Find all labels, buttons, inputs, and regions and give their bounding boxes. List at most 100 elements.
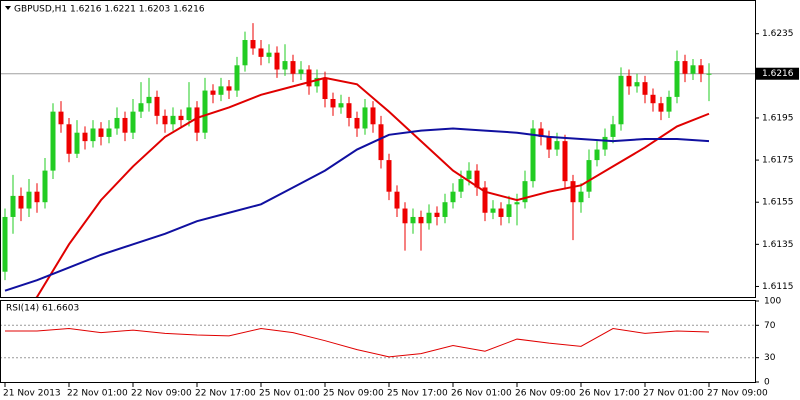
candle-body	[34, 191, 40, 203]
x-tick-label: 22 Nov 17:00	[195, 389, 256, 399]
candle-body	[610, 124, 616, 137]
x-tick-label: 26 Nov 17:00	[579, 389, 640, 399]
rsi-tick-label: 100	[764, 297, 781, 307]
candle-body	[538, 128, 544, 137]
candle-body	[634, 82, 640, 87]
y-tick-label: 1.6235	[762, 29, 794, 39]
x-tick-label: 27 Nov 01:00	[643, 389, 704, 399]
candle-body	[314, 77, 320, 87]
candle-body	[706, 73, 712, 75]
candle-body	[394, 191, 400, 209]
candle-body	[378, 124, 384, 161]
candle-body	[386, 160, 392, 192]
candle-body	[242, 40, 248, 66]
candle-body	[66, 124, 72, 154]
x-tick-label: 21 Nov 2013	[3, 389, 61, 399]
candle-body	[2, 216, 8, 272]
candle-body	[562, 141, 568, 182]
rsi-tick-label: 70	[764, 321, 776, 331]
candle-body	[402, 208, 408, 224]
candle-body	[258, 48, 264, 57]
x-tick-label: 25 Nov 17:00	[387, 389, 448, 399]
candle-body	[570, 181, 576, 203]
candle-body	[114, 117, 120, 129]
candle-body	[122, 117, 128, 133]
rsi-line	[5, 328, 710, 358]
candle-body	[658, 103, 664, 112]
candle-body	[434, 212, 440, 217]
rsi-tick-label: 30	[764, 353, 776, 363]
candle-body	[474, 170, 480, 188]
candle-body	[226, 86, 232, 91]
candle-body	[698, 65, 704, 74]
candle-body	[482, 187, 488, 213]
candle-body	[490, 208, 496, 213]
candle-body	[298, 69, 304, 74]
candle-body	[170, 115, 176, 125]
candle-body	[578, 191, 584, 203]
moving-average	[35, 76, 710, 297]
rsi-tick-label: 0	[764, 378, 770, 388]
candle-body	[666, 96, 672, 112]
x-tick-label: 26 Nov 09:00	[515, 389, 576, 399]
x-tick-label: 27 Nov 09:00	[707, 389, 768, 399]
y-tick-label: 1.6115	[762, 282, 794, 292]
candle-body	[642, 82, 648, 95]
candle-body	[650, 94, 656, 104]
price-plot	[1, 23, 755, 297]
candle-body	[466, 170, 472, 180]
candle-body	[618, 75, 624, 125]
y-tick-label: 1.6155	[762, 198, 794, 208]
candle-body	[498, 208, 504, 217]
candle-body	[218, 86, 224, 95]
candle-body	[178, 115, 184, 121]
candle-body	[106, 128, 112, 137]
axes: 1.62351.62151.61951.61751.61551.61351.61…	[3, 29, 799, 399]
candle-body	[690, 65, 696, 74]
candle-body	[330, 99, 336, 108]
candle-body	[146, 96, 152, 104]
candle-body	[626, 75, 632, 87]
candle-body	[442, 202, 448, 217]
candle-body	[26, 191, 32, 209]
x-tick-label: 22 Nov 01:00	[67, 389, 128, 399]
y-tick-label: 1.6175	[762, 156, 794, 166]
candle-body	[234, 65, 240, 91]
x-tick-label: 25 Nov 09:00	[323, 389, 384, 399]
candle-body	[282, 61, 288, 70]
candle-body	[194, 107, 200, 133]
candle-body	[354, 117, 360, 129]
symbol-icon	[5, 6, 11, 10]
candle-body	[210, 90, 216, 95]
candle-body	[202, 90, 208, 133]
candle-body	[594, 149, 600, 161]
candle-body	[586, 160, 592, 192]
candle-body	[530, 128, 536, 182]
x-tick-label: 26 Nov 01:00	[451, 389, 512, 399]
candle-body	[682, 61, 688, 74]
rsi-plot	[1, 324, 755, 359]
candle-body	[674, 61, 680, 97]
candle-body	[18, 195, 24, 209]
current-price-box	[756, 67, 799, 80]
candle-body	[554, 141, 560, 150]
x-tick-label: 22 Nov 09:00	[131, 389, 192, 399]
candle-body	[410, 216, 416, 224]
candle-body	[138, 103, 144, 112]
candle-body	[522, 181, 528, 203]
candle-body	[362, 107, 368, 129]
chart-title: GBPUSD,H1 1.6216 1.6221 1.6203 1.6216	[14, 5, 205, 15]
candle-body	[458, 179, 464, 192]
candle-body	[346, 103, 352, 118]
y-tick-label: 1.6195	[762, 113, 794, 123]
candle-body	[186, 107, 192, 121]
candle-body	[322, 77, 328, 99]
y-tick-label: 1.6135	[762, 240, 794, 250]
current-price-label: 1.6216	[762, 69, 794, 79]
candle-body	[514, 202, 520, 205]
moving-average	[4, 127, 710, 292]
candle-body	[418, 216, 424, 224]
candle-body	[74, 132, 80, 154]
candle-body	[82, 132, 88, 142]
candle-body	[162, 115, 168, 125]
